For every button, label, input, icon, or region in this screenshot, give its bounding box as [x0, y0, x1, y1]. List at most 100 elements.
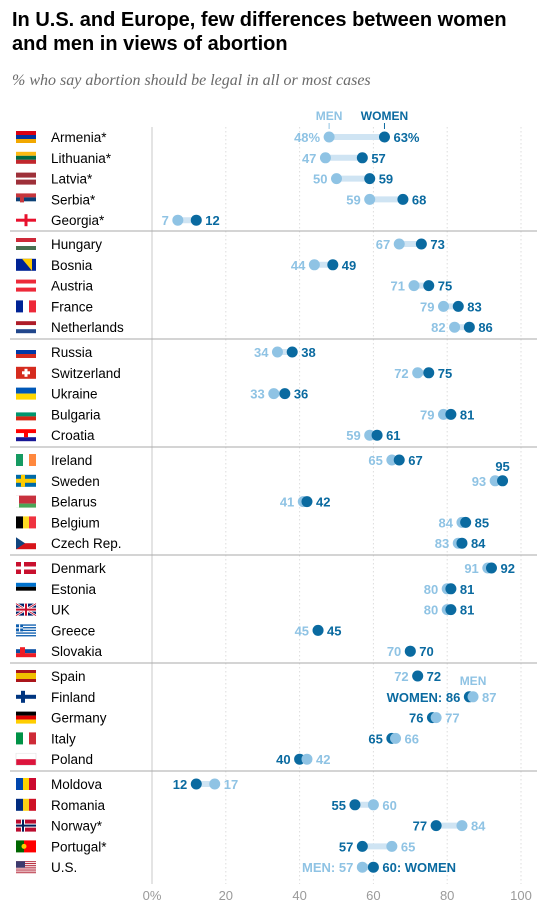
men-dot-russia — [271, 346, 283, 358]
women-dot-slovakia — [404, 645, 416, 657]
women-value-romania: 55 — [331, 798, 345, 813]
women-dot-belarus — [301, 496, 313, 508]
women-dot-georgia — [190, 214, 202, 226]
latvia-flag — [16, 172, 36, 185]
women-dot-portugal — [356, 840, 368, 852]
slovakia-flag — [16, 645, 36, 658]
men-dot-bosnia — [308, 259, 320, 271]
men-dot-finland — [467, 691, 479, 703]
men-dot-ukraine — [268, 388, 280, 400]
men-value-serbia: 59 — [346, 192, 360, 207]
men-value-belgium: 84 — [438, 515, 453, 530]
men-value-poland: 42 — [316, 752, 330, 767]
women-dot-bulgaria — [445, 408, 457, 420]
women-value-czechrep: 84 — [471, 536, 486, 551]
czech-flag — [16, 537, 36, 550]
country-label-switzerland: Switzerland — [51, 366, 121, 381]
men-dot-romania — [367, 799, 379, 811]
women-value-austria: 75 — [438, 279, 452, 294]
romania-flag — [16, 798, 36, 811]
women-value-bosnia: 49 — [342, 258, 356, 273]
men-dot-moldova — [209, 778, 221, 790]
women-dot-norway — [430, 820, 442, 832]
men-dot-norway — [456, 820, 468, 832]
men-value-uk: 80 — [424, 603, 438, 618]
austria-flag — [16, 279, 36, 292]
women-dot-uk — [445, 604, 457, 616]
belarus-flag — [16, 495, 36, 508]
chart-subtitle: % who say abortion should be legal in al… — [12, 72, 371, 89]
country-label-denmark: Denmark — [51, 561, 106, 576]
men-value-romania: 60 — [382, 798, 396, 813]
country-label-portugal: Portugal* — [51, 839, 107, 854]
men-value-ukraine: 33 — [250, 387, 264, 402]
women-dot-ukraine — [279, 388, 291, 400]
country-label-norway: Norway* — [51, 819, 103, 834]
men-value-estonia: 80 — [424, 582, 438, 597]
men-dot-lithuania — [319, 152, 331, 164]
country-label-belgium: Belgium — [51, 515, 100, 530]
x-tick-label: 60 — [366, 888, 380, 903]
country-label-lithuania: Lithuania* — [51, 151, 112, 166]
men-value-czechrep: 83 — [435, 536, 449, 551]
georgia-flag — [16, 214, 36, 227]
country-label-ukraine: Ukraine — [51, 387, 98, 402]
men-value-austria: 71 — [391, 279, 405, 294]
women-value-hungary: 73 — [430, 237, 444, 252]
women-dot-us — [367, 861, 379, 873]
men-value-denmark: 91 — [464, 561, 478, 576]
women-value-denmark: 92 — [500, 561, 514, 576]
x-tick-label: 80 — [440, 888, 454, 903]
france-flag — [16, 300, 36, 313]
women-dot-croatia — [371, 429, 383, 441]
men-value-russia: 34 — [254, 345, 269, 360]
women-dot-latvia — [364, 173, 376, 185]
women-value-slovakia: 70 — [419, 644, 433, 659]
men-dot-poland — [301, 753, 313, 765]
men-value-italy: 66 — [405, 731, 419, 746]
spain-flag — [16, 670, 36, 682]
women-value-estonia: 81 — [460, 582, 474, 597]
women-dot-greece — [312, 624, 324, 636]
country-label-austria: Austria — [51, 279, 94, 294]
country-label-slovakia: Slovakia — [51, 644, 103, 659]
women-dot-lithuania — [356, 152, 368, 164]
women-value-lithuania: 57 — [371, 151, 385, 166]
men-dot-austria — [408, 280, 420, 292]
women-value-armenia: 63% — [393, 130, 419, 145]
men-value-moldova: 17 — [224, 777, 238, 792]
country-label-sweden: Sweden — [51, 474, 100, 489]
hungary-flag — [16, 238, 36, 250]
country-label-italy: Italy — [51, 731, 76, 746]
women-dot-sweden — [497, 475, 509, 487]
men-value-us: MEN: 57 — [302, 860, 353, 875]
russia-flag — [16, 346, 36, 358]
women-value-ireland: 67 — [408, 453, 422, 468]
country-label-ireland: Ireland — [51, 453, 92, 468]
armenia-flag — [16, 131, 36, 143]
x-tick-label: 20 — [219, 888, 233, 903]
country-label-uk: UK — [51, 603, 70, 618]
men-value-portugal: 65 — [401, 839, 415, 854]
country-label-spain: Spain — [51, 669, 86, 684]
greece-flag — [16, 624, 36, 637]
poland-flag — [15, 752, 37, 766]
men-dot-portugal — [386, 840, 398, 852]
women-value-poland: 40 — [276, 752, 290, 767]
chart-title: In U.S. and Europe, few differences betw… — [12, 9, 507, 55]
norway-flag — [16, 819, 36, 832]
men-value-bulgaria: 79 — [420, 407, 434, 422]
italy-flag — [16, 732, 36, 745]
country-label-greece: Greece — [51, 623, 95, 638]
men-value-hungary: 67 — [376, 237, 390, 252]
country-label-croatia: Croatia — [51, 428, 95, 443]
men-dot-latvia — [331, 173, 342, 185]
women-value-croatia: 61 — [386, 428, 400, 443]
country-label-estonia: Estonia — [51, 582, 97, 597]
men-value-switzerland: 72 — [394, 366, 408, 381]
sweden-flag — [16, 474, 36, 487]
us-flag — [16, 861, 36, 874]
denmark-flag — [16, 562, 36, 574]
men-value-finland: 87 — [482, 690, 496, 705]
